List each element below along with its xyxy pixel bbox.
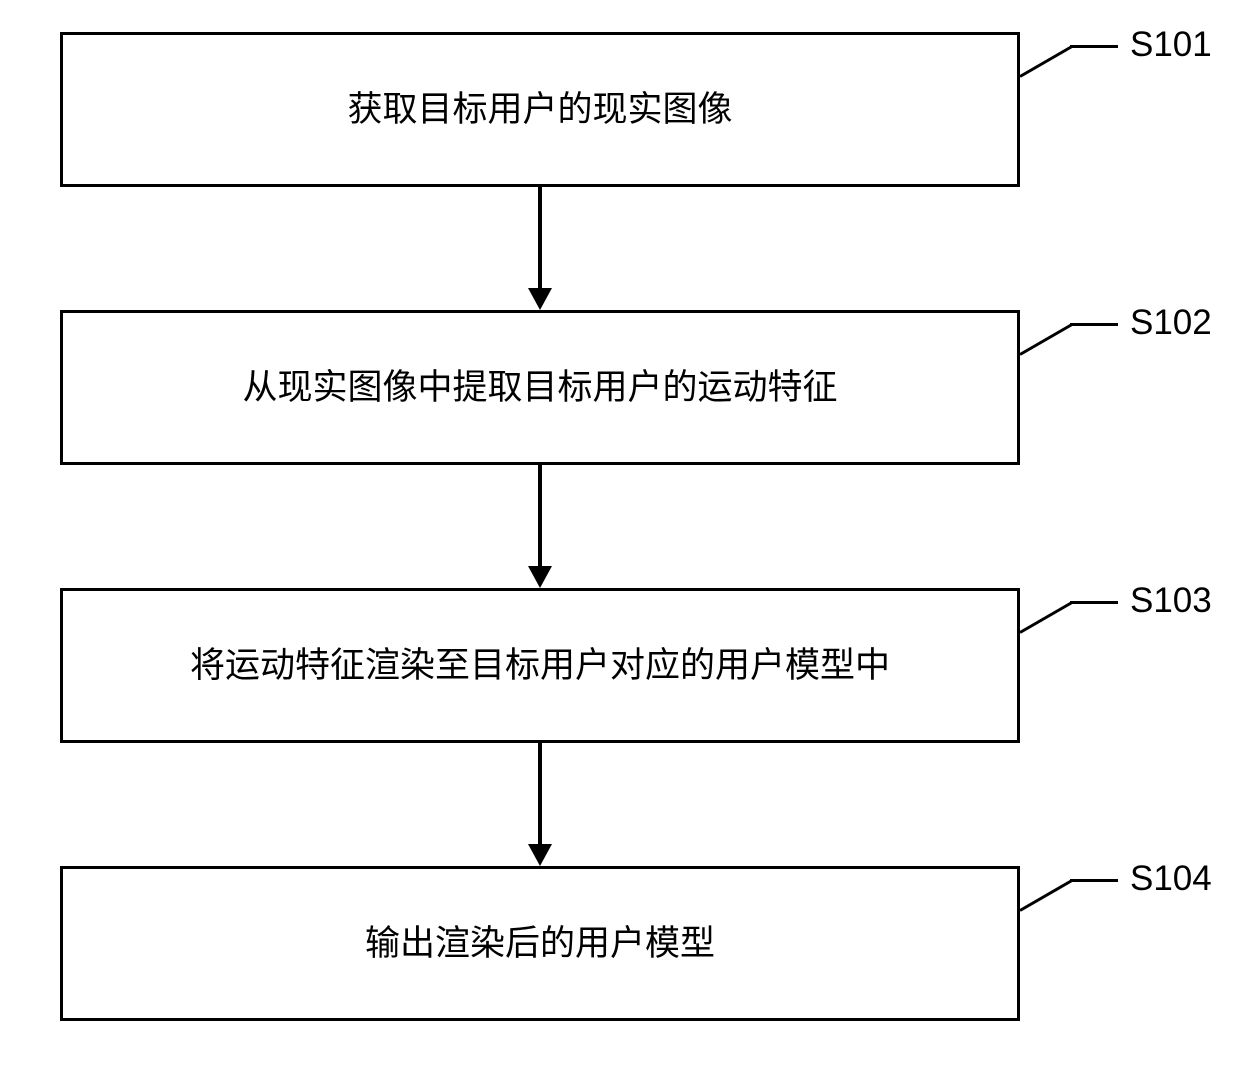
flowchart-arrow-line <box>538 187 542 288</box>
flowchart-label-s103: S103 <box>1130 581 1212 621</box>
flowchart-arrow-line <box>538 465 542 566</box>
flowchart-node-text: 将运动特征渲染至目标用户对应的用户模型中 <box>190 641 890 690</box>
flowchart-node-text: 从现实图像中提取目标用户的运动特征 <box>242 363 837 412</box>
flowchart-arrow-head <box>528 566 552 588</box>
label-connector-line <box>1019 323 1072 356</box>
label-connector-line <box>1070 323 1118 326</box>
label-connector-line <box>1070 45 1118 48</box>
flowchart-arrow-head <box>528 844 552 866</box>
label-connector-line <box>1019 45 1072 78</box>
label-connector-line <box>1070 879 1118 882</box>
flowchart-node-s101: 获取目标用户的现实图像 <box>60 32 1020 187</box>
flowchart-label-s104: S104 <box>1130 859 1212 899</box>
flowchart-container: 获取目标用户的现实图像 S101 从现实图像中提取目标用户的运动特征 S102 … <box>0 0 1239 1079</box>
flowchart-arrow-line <box>538 743 542 844</box>
label-connector-line <box>1019 601 1072 634</box>
label-connector-line <box>1019 879 1072 912</box>
flowchart-node-s102: 从现实图像中提取目标用户的运动特征 <box>60 310 1020 465</box>
flowchart-label-s102: S102 <box>1130 303 1212 343</box>
label-connector-line <box>1070 601 1118 604</box>
flowchart-node-text: 输出渲染后的用户模型 <box>365 919 715 968</box>
flowchart-node-s103: 将运动特征渲染至目标用户对应的用户模型中 <box>60 588 1020 743</box>
flowchart-node-text: 获取目标用户的现实图像 <box>347 85 732 134</box>
flowchart-label-s101: S101 <box>1130 25 1212 65</box>
flowchart-arrow-head <box>528 288 552 310</box>
flowchart-node-s104: 输出渲染后的用户模型 <box>60 866 1020 1021</box>
